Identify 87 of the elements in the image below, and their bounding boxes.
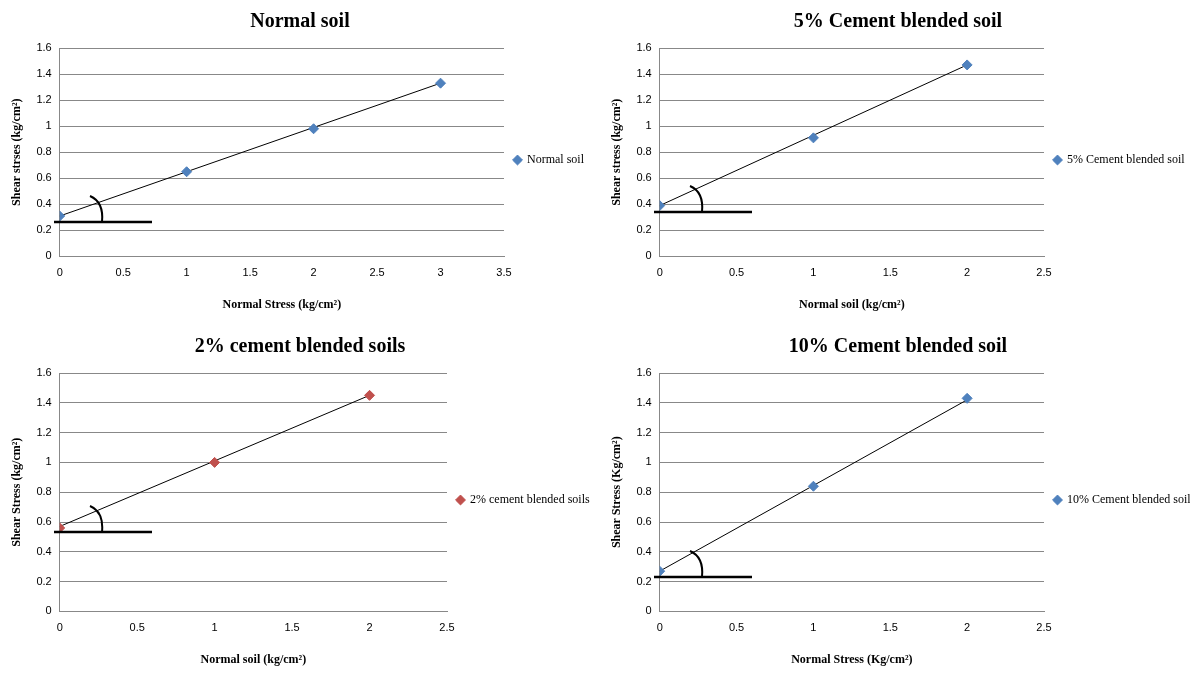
y-tick-label: 1.6 [636, 41, 652, 54]
x-axis-title: Normal Stress (kg/cm²) [222, 296, 342, 311]
y-tick-label: 1.4 [36, 395, 52, 408]
y-tick-label: 0.6 [636, 171, 652, 184]
y-tick-label: 1.4 [636, 395, 652, 408]
point [961, 59, 973, 71]
x-tick-label: 0.5 [129, 621, 145, 634]
y-tick-label: 1.2 [636, 425, 652, 438]
x-tick-label: 1 [810, 621, 817, 634]
x-axis-title: Normal Stress (Kg/cm²) [791, 651, 913, 666]
x-tick-label: 2 [366, 621, 373, 634]
x-tick-label: 1 [183, 266, 190, 279]
y-tick-label: 1.6 [636, 366, 652, 379]
legend-label: Normal soil [527, 152, 585, 167]
chart-title: Normal soil [250, 9, 351, 32]
y-tick-label: 0.4 [636, 197, 652, 210]
y-axis-title: Shear stress (kg/cm²) [609, 98, 624, 206]
y-axis-title: Shear Stress (kg/cm²) [9, 437, 24, 547]
y-axis-title: Shear strses (kg/cm²) [9, 98, 24, 206]
x-tick-label: 2.5 [1036, 266, 1052, 279]
x-tick-label: 0 [656, 266, 663, 279]
y-tick-label: 1.2 [636, 93, 652, 106]
legend-label: 10% Cement blended soil [1067, 492, 1192, 507]
y-tick-label: 0 [645, 604, 652, 617]
y-tick-label: 0.8 [36, 485, 52, 498]
x-tick-label: 0 [56, 621, 63, 634]
y-tick-label: 0.4 [36, 544, 52, 557]
y-tick-label: 1.4 [36, 67, 52, 80]
y-tick-label: 1.2 [36, 425, 52, 438]
y-tick-label: 0 [45, 249, 52, 262]
y-tick-label: 0.6 [636, 515, 652, 528]
y-tick-label: 1 [645, 455, 652, 468]
point [961, 392, 973, 404]
x-tick-label: 2.5 [439, 621, 455, 634]
y-tick-label: 0.6 [36, 515, 52, 528]
y-tick-label: 1 [645, 119, 652, 132]
x-tick-label: 1.5 [882, 621, 898, 634]
y-tick-label: 0.2 [636, 223, 652, 236]
x-tick-label: 1.5 [242, 266, 258, 279]
y-tick-label: 1.6 [36, 366, 52, 379]
x-tick-label: 0.5 [728, 266, 745, 279]
y-tick-label: 0.4 [636, 544, 652, 557]
y-tick-label: 0.2 [36, 223, 52, 236]
point [807, 480, 819, 492]
y-tick-label: 0 [45, 604, 52, 617]
y-tick-label: 0.8 [36, 145, 52, 158]
x-tick-label: 2 [964, 266, 971, 279]
x-tick-label: 0.5 [115, 266, 131, 279]
legend-label: 2% cement blended soils [470, 492, 590, 507]
chart-title: 5% Cement blended soil [793, 9, 1003, 32]
point [308, 123, 320, 135]
y-tick-label: 0.8 [636, 145, 652, 158]
legend-label: 5% Cement blended soil [1067, 152, 1186, 167]
x-tick-label: 0 [656, 621, 663, 634]
y-tick-label: 0.2 [36, 574, 52, 587]
point [181, 166, 193, 178]
point [209, 456, 221, 468]
x-tick-label: 1.5 [882, 266, 898, 279]
point [807, 132, 819, 144]
y-tick-label: 0.8 [636, 485, 652, 498]
x-tick-label: 3 [437, 266, 444, 279]
x-tick-label: 2 [964, 621, 971, 634]
y-tick-label: 0 [645, 249, 652, 262]
x-tick-label: 3.5 [496, 266, 512, 279]
x-axis-title: Normal soil (kg/cm²) [799, 296, 905, 311]
y-tick-label: 0.4 [36, 197, 52, 210]
y-tick-label: 1.6 [36, 41, 52, 54]
x-tick-label: 1 [211, 621, 218, 634]
y-tick-label: 1 [45, 119, 52, 132]
point [435, 77, 447, 89]
x-tick-label: 2.5 [1036, 621, 1052, 634]
x-tick-label: 1 [810, 266, 817, 279]
chart-title: 2% cement blended soils [194, 334, 406, 357]
y-tick-label: 0.6 [36, 171, 52, 184]
x-tick-label: 0.5 [728, 621, 745, 634]
x-tick-label: 2 [310, 266, 317, 279]
x-axis-title: Normal soil (kg/cm²) [200, 651, 307, 666]
x-tick-label: 2.5 [369, 266, 385, 279]
x-tick-label: 1.5 [284, 621, 300, 634]
y-axis-title: Shear Stress (Kg/cm²) [609, 436, 624, 549]
point [364, 389, 376, 401]
chart-title: 10% Cement blended soil [788, 334, 1008, 357]
y-tick-label: 0.2 [636, 574, 652, 587]
y-tick-label: 1.4 [636, 67, 652, 80]
x-tick-label: 0 [56, 266, 63, 279]
y-tick-label: 1.2 [36, 93, 52, 106]
y-tick-label: 1 [45, 455, 52, 468]
